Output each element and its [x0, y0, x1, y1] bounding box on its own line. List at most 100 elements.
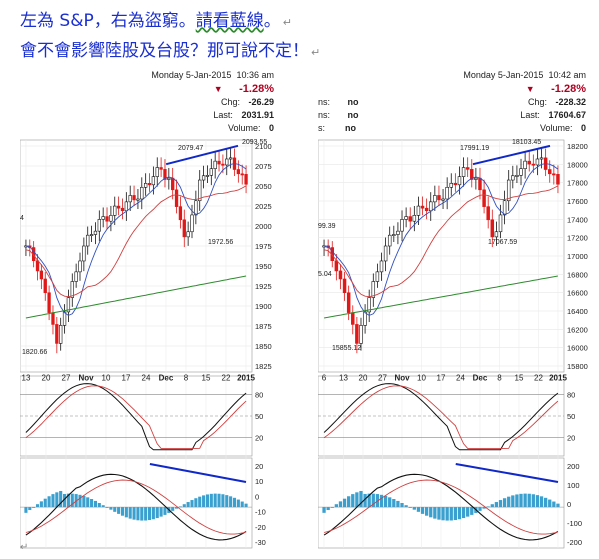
moving-average-long [324, 275, 558, 319]
caption-text-2: 會不會影響陸股及台股？那可說不定！ [20, 41, 309, 61]
price-tick-label: 2025 [255, 202, 272, 211]
candle-body [144, 183, 148, 188]
macd-histogram-bar [338, 501, 343, 508]
macd-histogram-bar [244, 503, 248, 508]
candle-body [105, 216, 109, 222]
right-volume-value: 0 [580, 123, 586, 133]
x-tick-label: 8 [497, 374, 502, 383]
moving-average-long [25, 275, 247, 319]
candle-body [515, 175, 519, 177]
right-date: Monday 5-Jan-2015 [463, 70, 544, 80]
x-tick-label: 13 [22, 374, 31, 383]
macd-tick-label: 200 [567, 462, 580, 471]
right-chart-panel: ns: no ns: no s: no Monday 5-Jan-2015 10… [318, 66, 590, 556]
candle-body [470, 169, 474, 180]
price-annotation: 2093.55 [242, 139, 267, 146]
macd-signal-line [323, 479, 559, 535]
macd-histogram-bar [322, 507, 326, 513]
candle-body [35, 260, 40, 272]
candle-body [334, 260, 339, 272]
macd-histogram-bar [326, 507, 330, 511]
candle-body [371, 281, 376, 298]
macd-pane [20, 457, 253, 549]
right-left-row-3: s: no [318, 123, 356, 133]
caption-text-1c: 。 [263, 11, 281, 31]
macd-histogram-bar [209, 493, 213, 508]
macd-histogram-bar [186, 502, 190, 508]
macd-histogram-bar [527, 493, 531, 508]
macd-histogram-bar [229, 496, 233, 508]
macd-histogram-bar [109, 507, 113, 510]
macd-histogram-bar [445, 507, 449, 521]
left-chg-label: Chg: [220, 97, 240, 107]
macd-histogram-bar [140, 507, 144, 521]
candle-body [408, 216, 412, 222]
x-tick-label: 10 [417, 374, 426, 383]
right-volume-label: Volume: [539, 123, 573, 133]
price-tick-label: 1925 [255, 282, 272, 291]
candle-body [113, 205, 117, 216]
macd-tick-label: -20 [255, 523, 266, 532]
candle-body [39, 270, 44, 280]
x-tick-label: 13 [339, 374, 348, 383]
macd-histogram-bar [347, 496, 351, 508]
candle-body [412, 215, 417, 222]
macd-histogram-bar [478, 507, 482, 511]
candle-body [351, 312, 355, 325]
candle-body [494, 231, 499, 238]
candle-body [136, 198, 140, 201]
candle-body [396, 230, 400, 235]
x-tick-label: 27 [62, 374, 71, 383]
macd-histogram-bar [190, 500, 194, 508]
left-chg-row: Chg: -26.29 [200, 97, 274, 107]
left-chart-header: Monday 5-Jan-2015 10:36 am ▼ -1.28% Chg:… [20, 66, 278, 136]
x-tick-label: 27 [378, 374, 387, 383]
price-tick-label: 15800 [567, 362, 588, 371]
macd-histogram-bar [32, 507, 36, 508]
candle-body [355, 324, 359, 344]
candle-body [213, 160, 217, 169]
down-triangle-icon: ▼ [213, 84, 223, 94]
price-annotation: 2079.47 [178, 145, 203, 152]
macd-histogram-bar [147, 507, 152, 521]
candle-body [429, 201, 433, 212]
x-tick-label: 17 [437, 374, 446, 383]
candle-body [531, 163, 536, 166]
candle-body [51, 312, 55, 325]
stochastic-tick-label: 50 [255, 412, 263, 421]
candle-body [128, 195, 132, 203]
right-left-value-1: no [347, 97, 359, 107]
candle-body [155, 167, 159, 177]
macd-histogram-bar [351, 494, 355, 508]
stochastic-d-line [25, 385, 247, 449]
candle-body [461, 167, 466, 177]
left-change-row: ▼ -1.28% [214, 83, 274, 95]
macd-histogram-bar [175, 507, 179, 509]
x-tick-label: 8 [184, 374, 189, 383]
price-pane [20, 139, 253, 373]
price-tick-label: 16000 [567, 344, 588, 353]
candle-body [342, 278, 347, 294]
left-date-row: Monday 5-Jan-2015 10:36 am [151, 70, 274, 80]
macd-histogram-bar [461, 507, 466, 519]
right-left-label-2: ns: [318, 110, 331, 120]
candle-body [47, 292, 51, 313]
candle-body [523, 160, 527, 169]
right-chg-row: Chg: -228.32 [507, 97, 586, 107]
candle-body [194, 200, 198, 216]
candle-body [151, 176, 156, 186]
price-tick-label: 17200 [567, 234, 588, 243]
left-last-row: Last: 2031.91 [193, 110, 274, 120]
candle-body [482, 189, 486, 207]
candle-body [62, 311, 67, 326]
right-chg-label: Chg: [527, 97, 547, 107]
candle-body [552, 173, 556, 176]
x-tick-label: Dec [473, 374, 488, 383]
x-tick-label: 22 [222, 374, 231, 383]
x-tick-label: Dec [159, 374, 174, 383]
candle-body [86, 234, 90, 247]
macd-histogram-bar [124, 507, 128, 518]
candle-body [186, 231, 190, 238]
price-tick-label: 16200 [567, 325, 588, 334]
macd-histogram-bar [128, 507, 132, 519]
